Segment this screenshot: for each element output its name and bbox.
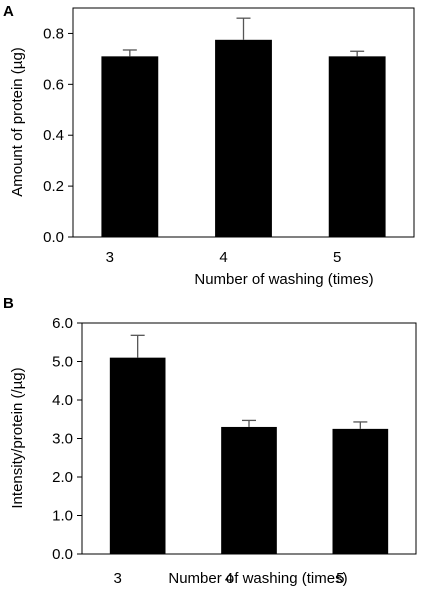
panel-label-b: B [3, 295, 14, 312]
y-tick-label-b: 6.0 [52, 315, 73, 332]
x-axis-label-a: Number of washing (times) [194, 271, 373, 288]
y-tick-label-a: 0.0 [43, 229, 64, 246]
x-tick-label-a: 3 [106, 249, 114, 266]
bar-a-4 [215, 39, 272, 237]
chart-panel-a: A Amount of protein (µg) Number of washi… [3, 3, 415, 288]
bar-b-5 [332, 428, 389, 554]
y-tick-label-b: 2.0 [52, 469, 73, 486]
bars-group-a: 0.0 0.2 0.4 0.6 0.8 3 4 5 [43, 17, 386, 266]
y-tick-label-b: 0.0 [52, 546, 73, 563]
y-tick-label-a: 0.6 [43, 76, 64, 93]
y-axis-label-a: Amount of protein (µg) [9, 47, 26, 197]
chart-panel-b: B Intensity/protein (/µg) Number of wash… [3, 295, 417, 587]
y-tick-label-b: 3.0 [52, 431, 73, 448]
y-tick-label-a: 0.2 [43, 178, 64, 195]
bar-a-3 [101, 56, 159, 237]
x-tick-label-b: 3 [113, 570, 121, 587]
y-tick-label-a: 0.4 [43, 127, 64, 144]
bar-b-3 [109, 357, 166, 554]
bars-group-b: 0.0 1.0 2.0 3.0 4.0 5.0 6.0 3 4 5 [52, 315, 389, 587]
bar-b-4 [221, 426, 277, 554]
panel-label-a: A [3, 3, 14, 20]
bar-a-5 [328, 56, 386, 237]
x-axis-label-b: Number of washing (times) [168, 570, 347, 587]
x-tick-label-a: 5 [333, 249, 341, 266]
y-axis-label-b: Intensity/protein (/µg) [9, 367, 26, 508]
y-tick-label-a: 0.8 [43, 25, 64, 42]
x-tick-label-a: 4 [219, 249, 227, 266]
y-tick-label-b: 4.0 [52, 392, 73, 409]
y-tick-label-b: 5.0 [52, 354, 73, 371]
y-tick-label-b: 1.0 [52, 508, 73, 525]
x-tick-label-b: 5 [336, 570, 344, 587]
x-tick-label-b: 4 [225, 570, 233, 587]
